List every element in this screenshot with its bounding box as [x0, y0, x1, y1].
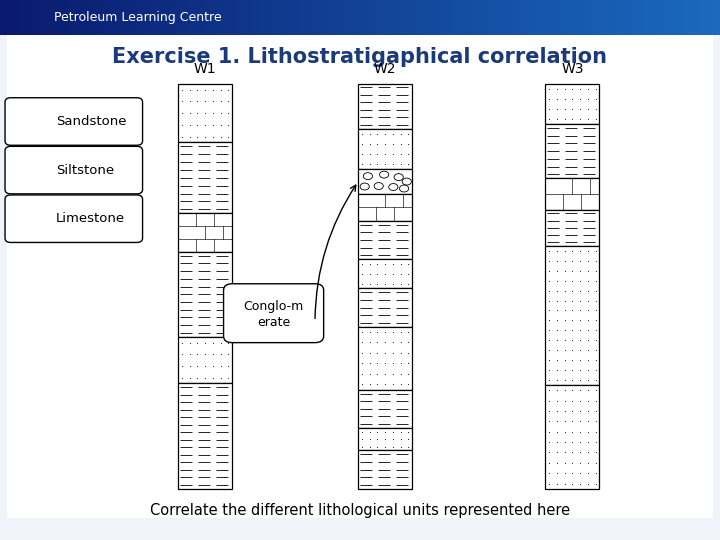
Ellipse shape — [389, 184, 398, 191]
Bar — [359, 169, 413, 194]
Bar — [179, 143, 232, 213]
Bar — [179, 252, 232, 337]
Text: Siltstone: Siltstone — [56, 164, 114, 177]
Bar — [359, 450, 413, 489]
Text: W3: W3 — [561, 62, 584, 76]
FancyBboxPatch shape — [223, 284, 324, 342]
Bar — [546, 178, 600, 210]
Bar — [179, 213, 232, 252]
FancyBboxPatch shape — [5, 146, 143, 194]
Text: Conglo-m: Conglo-m — [243, 300, 304, 313]
Text: Sandstone: Sandstone — [56, 115, 127, 128]
Ellipse shape — [364, 173, 372, 180]
Bar — [7, 35, 713, 518]
Text: Limestone: Limestone — [56, 212, 125, 225]
Text: W1: W1 — [194, 62, 217, 76]
Ellipse shape — [379, 171, 389, 178]
Bar — [546, 84, 600, 124]
Bar — [359, 194, 413, 221]
Bar — [359, 390, 413, 428]
Text: Petroleum Learning Centre: Petroleum Learning Centre — [54, 11, 222, 24]
Bar — [17, 155, 47, 185]
Bar — [546, 385, 600, 489]
Ellipse shape — [402, 178, 411, 185]
Bar — [359, 288, 413, 327]
Ellipse shape — [374, 183, 383, 190]
Bar — [359, 428, 413, 450]
Bar — [546, 210, 600, 246]
Ellipse shape — [360, 183, 369, 190]
Text: erate: erate — [257, 316, 290, 329]
Bar — [17, 204, 47, 234]
FancyBboxPatch shape — [5, 98, 143, 145]
Bar — [546, 246, 600, 385]
Bar — [359, 259, 413, 288]
Ellipse shape — [394, 174, 403, 180]
Bar — [179, 383, 232, 489]
Bar — [359, 84, 413, 129]
Ellipse shape — [400, 185, 409, 192]
FancyBboxPatch shape — [5, 195, 143, 242]
Text: Exercise 1. Lithostratigaphical correlation: Exercise 1. Lithostratigaphical correlat… — [112, 46, 608, 67]
Bar — [179, 337, 232, 383]
Bar — [179, 84, 232, 143]
Text: W2: W2 — [374, 62, 397, 76]
Bar — [359, 221, 413, 259]
Bar — [359, 129, 413, 169]
Text: Correlate the different lithological units represented here: Correlate the different lithological uni… — [150, 503, 570, 518]
Bar — [359, 327, 413, 390]
Bar — [546, 124, 600, 178]
Bar — [17, 106, 47, 137]
